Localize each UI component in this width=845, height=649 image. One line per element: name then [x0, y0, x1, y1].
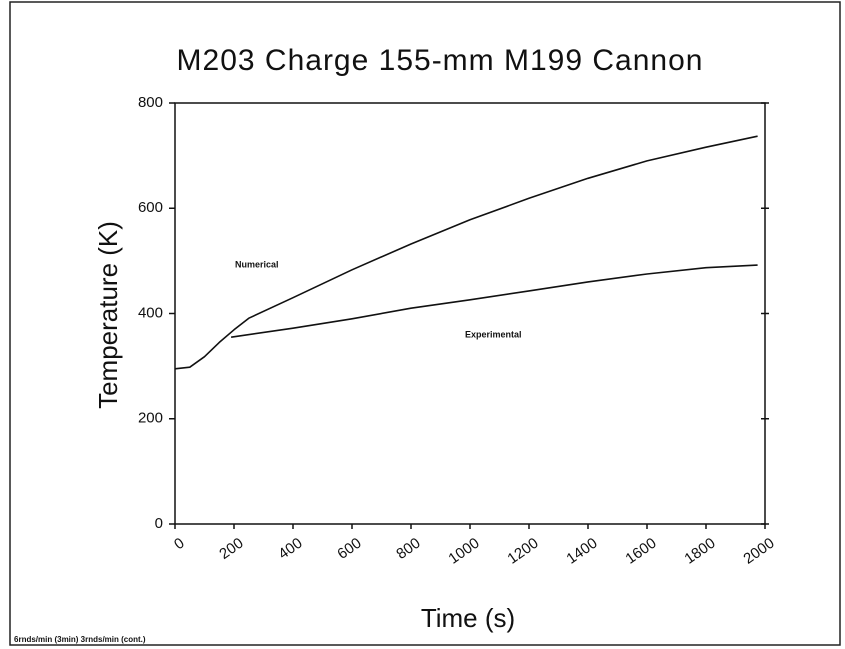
y-tick-label: 400 [138, 304, 163, 321]
x-tick-label: 400 [275, 535, 305, 563]
chart-title: M203 Charge 155-mm M199 Cannon [177, 44, 704, 77]
x-tick-label: 1400 [563, 535, 600, 568]
y-tick-label: 200 [138, 410, 163, 427]
series-line [174, 135, 758, 370]
footnote: 6rnds/min (3min) 3rnds/min (cont.) [14, 635, 146, 644]
x-axis-label: Time (s) [421, 603, 515, 633]
frame [9, 1, 841, 646]
x-tick-label: 2000 [740, 535, 777, 568]
series-line [230, 264, 758, 338]
x-tick-label: 1000 [445, 535, 482, 568]
x-tick-label: 1800 [681, 535, 718, 568]
y-tick-label: 800 [138, 94, 163, 111]
x-tick-label: 1200 [504, 535, 541, 568]
y-axis-label: Temperature (K) [93, 221, 123, 409]
series-label: Numerical [235, 259, 279, 269]
x-tick-label: 200 [216, 535, 246, 563]
x-tick-label: 1600 [622, 535, 659, 568]
x-tick-label: 600 [334, 535, 364, 563]
y-tick-label: 600 [138, 199, 163, 216]
y-tick-label: 0 [155, 515, 163, 532]
x-tick-label: 0 [171, 535, 188, 554]
x-tick-label: 800 [393, 535, 423, 563]
plot-area [174, 102, 766, 525]
series-label: Experimental [465, 329, 522, 339]
